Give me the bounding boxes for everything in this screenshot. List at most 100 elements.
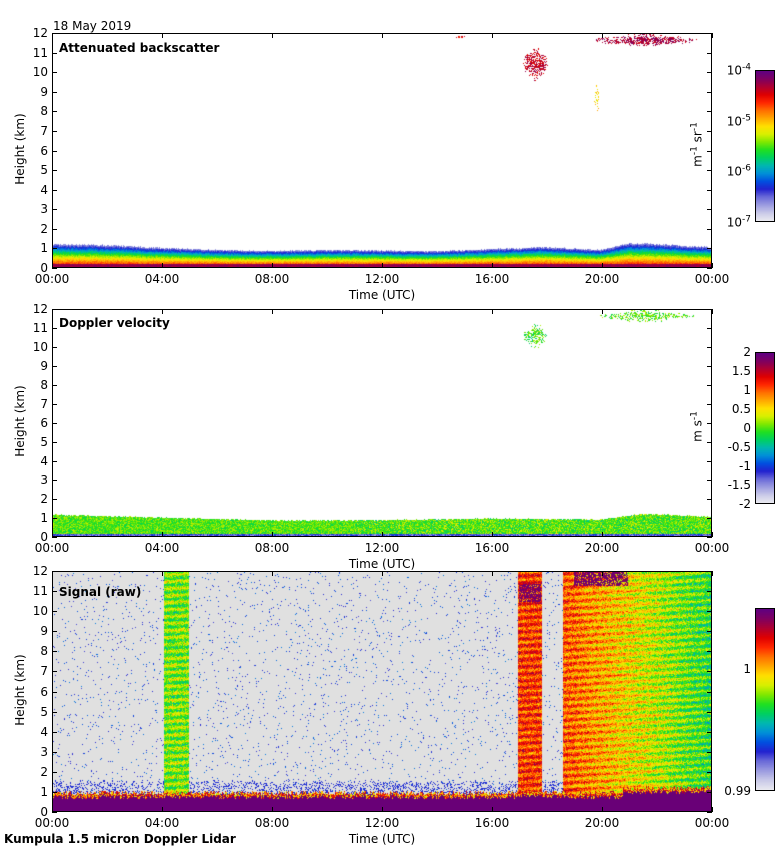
y-tick-mark-right [707, 611, 712, 613]
y-tick-mark [52, 611, 57, 613]
y-tick-mark-right [707, 442, 712, 443]
y-tick-mark-right [707, 72, 712, 74]
colorbar-tick-label: 2 [743, 345, 751, 359]
x-tick-mark-top [712, 33, 713, 38]
y-tick-label: 11 [32, 584, 48, 599]
y-tick-mark-right [707, 671, 712, 673]
y-axis-title-panel-1: Height (km) [13, 112, 27, 185]
y-tick-label: 2 [40, 492, 48, 506]
x-tick-label: 00:00 [694, 816, 730, 830]
y-tick-mark-right [707, 170, 712, 172]
y-tick-label: 0 [40, 805, 48, 819]
x-tick-label: 04:00 [144, 541, 180, 555]
y-tick-label: 3 [40, 202, 48, 217]
x-tick-mark [162, 263, 163, 268]
y-tick-label: 11 [32, 321, 48, 335]
x-tick-label: 00:00 [34, 816, 70, 830]
y-tick-mark-right [707, 771, 712, 773]
date-label: 18 May 2019 [53, 19, 132, 33]
y-tick-mark [52, 751, 57, 753]
x-tick-mark [272, 532, 273, 537]
y-tick-mark [52, 385, 57, 386]
x-tick-label: 20:00 [584, 541, 620, 555]
y-tick-label: 5 [40, 704, 48, 719]
y-tick-mark-right [707, 366, 712, 367]
x-tick-label: 04:00 [144, 816, 180, 830]
x-tick-mark [602, 807, 603, 812]
y-tick-label: 1 [40, 241, 48, 256]
y-tick-mark-right [707, 52, 712, 54]
colorbar-tick-label: 1.5 [731, 364, 751, 378]
y-tick-mark-right [707, 91, 712, 93]
x-tick-label: 16:00 [474, 272, 510, 286]
y-tick-mark [52, 328, 57, 329]
instrument-footer: Kumpula 1.5 micron Doppler Lidar [4, 832, 236, 846]
panel-title-attenuated-backscatter: Attenuated backscatter [59, 41, 220, 55]
x-tick-mark [382, 807, 383, 812]
y-tick-label: 6 [40, 143, 48, 158]
x-tick-label: 20:00 [584, 272, 620, 286]
y-tick-mark-right [707, 328, 712, 329]
y-axis-title-panel-3: Height (km) [13, 653, 27, 726]
y-tick-label: 3 [40, 744, 48, 759]
x-tick-mark [272, 263, 273, 268]
x-tick-label: 16:00 [474, 816, 510, 830]
plot-area-doppler-velocity[interactable] [52, 309, 712, 537]
y-tick-label: 9 [40, 359, 48, 373]
x-tick-mark [162, 532, 163, 537]
x-axis-title-panel-3: Time (UTC) [348, 832, 416, 846]
colorbar-tick-label: 1 [743, 383, 751, 397]
y-tick-mark [52, 72, 57, 74]
colorbar-unit-doppler-velocity: m s-1 [689, 411, 705, 442]
y-tick-mark-right [707, 731, 712, 733]
y-tick-mark-right [707, 791, 712, 793]
plot-area-signal-raw[interactable] [52, 571, 712, 812]
y-tick-mark-right [707, 228, 712, 230]
y-tick-mark [52, 189, 57, 191]
y-tick-label: 0 [40, 261, 48, 275]
y-tick-mark-right [707, 691, 712, 693]
y-tick-label: 6 [40, 416, 48, 430]
y-tick-mark-right [707, 631, 712, 633]
y-tick-mark [52, 209, 57, 211]
plot-area-attenuated-backscatter[interactable] [52, 33, 712, 268]
x-tick-mark-top [602, 33, 603, 38]
y-tick-mark-right [707, 209, 712, 211]
y-tick-mark [52, 571, 57, 572]
colorbar-tick-label: -1 [739, 459, 751, 473]
y-tick-mark-right [707, 751, 712, 753]
y-tick-mark [52, 309, 57, 310]
x-tick-label: 20:00 [584, 816, 620, 830]
y-tick-mark [52, 631, 57, 633]
y-tick-mark [52, 150, 57, 152]
y-tick-label: 10 [32, 65, 48, 80]
y-tick-mark [52, 518, 57, 519]
y-tick-mark-right [707, 537, 712, 538]
y-tick-mark-right [707, 111, 712, 113]
y-tick-label: 5 [40, 163, 48, 178]
y-tick-mark [52, 170, 57, 172]
panel-title-doppler-velocity: Doppler velocity [59, 316, 170, 330]
x-tick-mark-top [162, 33, 163, 38]
y-tick-label: 9 [40, 84, 48, 99]
y-tick-mark [52, 651, 57, 653]
colorbar-signal-raw [755, 608, 775, 791]
x-tick-label: 08:00 [254, 541, 290, 555]
colorbar-tick-label: 0 [743, 421, 751, 435]
x-tick-mark-top [602, 571, 603, 576]
x-tick-mark-top [382, 309, 383, 314]
y-tick-label: 7 [40, 123, 48, 138]
x-tick-mark-top [382, 33, 383, 38]
y-tick-mark-right [707, 347, 712, 348]
y-tick-label: 10 [32, 604, 48, 619]
y-tick-mark-right [707, 189, 712, 191]
y-tick-mark [52, 537, 57, 538]
x-tick-label: 08:00 [254, 272, 290, 286]
y-tick-mark [52, 423, 57, 424]
y-tick-mark-right [707, 711, 712, 713]
y-tick-mark-right [707, 309, 712, 310]
x-tick-mark [52, 263, 53, 268]
y-tick-label: 7 [40, 664, 48, 679]
colorbar-tick-label: 10-4 [726, 62, 751, 78]
